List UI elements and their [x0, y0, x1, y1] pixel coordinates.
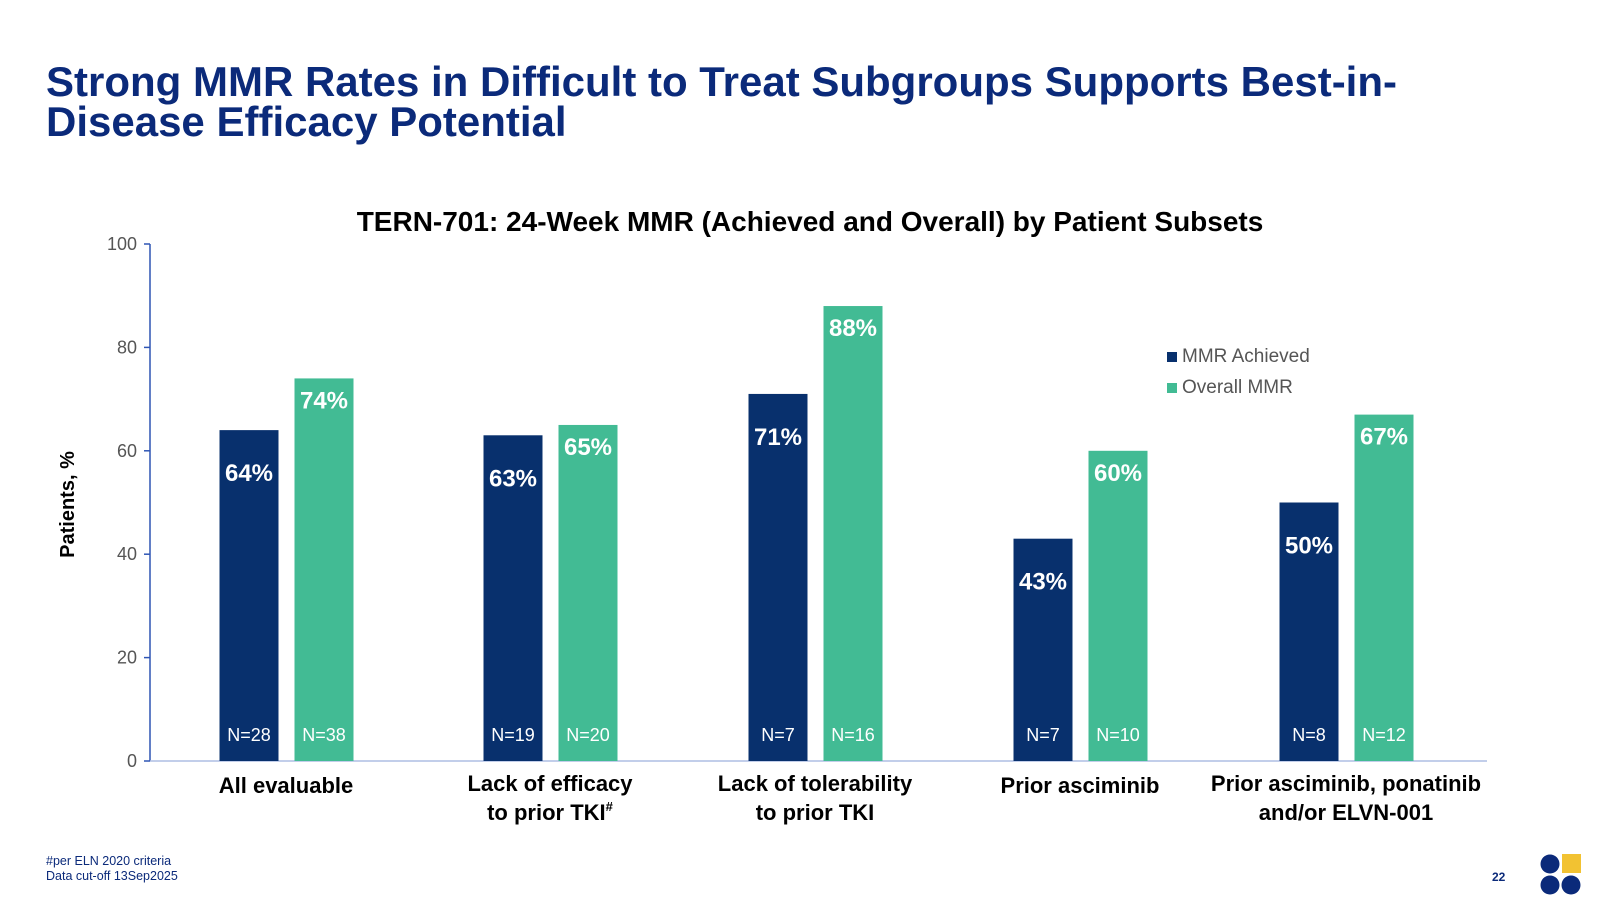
footnote-data-cutoff: Data cut-off 13Sep2025 [46, 869, 178, 883]
bar-overall-mmr [294, 378, 354, 761]
legend-swatch-mmr-achieved [1167, 352, 1177, 362]
bar-value-label: 71% [754, 424, 802, 451]
bar-n-label: N=8 [1292, 725, 1326, 745]
legend-swatch-overall-mmr [1167, 383, 1177, 393]
bar-overall-mmr [1088, 450, 1148, 761]
bar-n-label: N=19 [491, 725, 535, 745]
bar-overall-mmr [823, 306, 883, 761]
y-tick-label: 40 [117, 544, 137, 564]
bar-n-label: N=28 [227, 725, 271, 745]
bar-n-label: N=20 [566, 725, 610, 745]
bar-n-label: N=7 [1026, 725, 1060, 745]
bar-mmr-achieved [219, 430, 279, 761]
x-category-label-line: Lack of efficacy [467, 771, 633, 796]
legend-label-mmr-achieved: MMR Achieved [1182, 346, 1310, 367]
x-category-label: Lack of efficacy to prior TKI# [467, 771, 633, 825]
x-category-label-line: Lack of tolerability [718, 771, 913, 796]
bar-mmr-achieved [748, 393, 808, 761]
y-axis-label: Patients, % [57, 451, 79, 558]
bar-mmr-achieved [1279, 502, 1339, 761]
x-category-label-line: Prior asciminib [1001, 773, 1160, 798]
y-tick-label: 80 [117, 337, 137, 357]
slide-title-line-1: Strong MMR Rates in Difficult to Treat S… [46, 58, 1397, 105]
bar-value-label: 64% [225, 460, 273, 487]
slide-title-line-2: Disease Efficacy Potential [46, 98, 567, 145]
y-tick-label: 0 [127, 751, 137, 771]
logo-gold-square [1562, 854, 1581, 873]
x-category-label: All evaluable [219, 773, 354, 798]
page-number: 22 [1492, 870, 1506, 884]
x-category-label-line: to prior TKI [756, 800, 875, 825]
company-logo [1540, 854, 1581, 895]
x-category-label-line: and/or ELVN-001 [1259, 800, 1433, 825]
bar-mmr-achieved [483, 435, 543, 761]
logo-blue-circle-bottom-right [1561, 875, 1581, 895]
logo-blue-circle-top [1540, 854, 1560, 874]
bar-n-label: N=10 [1096, 725, 1140, 745]
bar-n-label: N=38 [302, 725, 346, 745]
legend-label-overall-mmr: Overall MMR [1182, 377, 1293, 398]
bar-overall-mmr [558, 424, 618, 761]
footnotes: #per ELN 2020 criteria Data cut-off 13Se… [46, 854, 178, 884]
bar-n-label: N=12 [1362, 725, 1406, 745]
x-category-label: Prior asciminib, ponatinib and/or ELVN-00… [1211, 771, 1481, 825]
chart-title: TERN-701: 24-Week MMR (Achieved and Over… [357, 206, 1264, 237]
bar-n-label: N=7 [761, 725, 795, 745]
x-category-label-line: to prior TKI [487, 800, 606, 825]
logo-blue-circle-bottom-left [1540, 875, 1560, 895]
y-tick-label: 100 [107, 234, 137, 254]
bar-value-label: 43% [1019, 569, 1067, 596]
x-category-label-line: All evaluable [219, 773, 354, 798]
bar-mmr-achieved [1013, 538, 1073, 761]
bar-value-label: 88% [829, 315, 877, 342]
x-category-label: Prior asciminib [1001, 773, 1160, 798]
bar-value-label: 74% [300, 387, 348, 414]
bar-value-label: 63% [489, 465, 537, 492]
x-category-label: Lack of tolerability to prior TKI [718, 771, 913, 825]
x-category-label-line: Prior asciminib, ponatinib [1211, 771, 1481, 796]
bar-overall-mmr [1354, 414, 1414, 761]
footnote-criteria: #per ELN 2020 criteria [46, 854, 172, 868]
x-category-superscript: # [606, 799, 614, 814]
bar-value-label: 67% [1360, 424, 1408, 451]
bar-value-label: 60% [1094, 460, 1142, 487]
bar-n-label: N=16 [831, 725, 875, 745]
y-tick-label: 60 [117, 441, 137, 461]
bar-value-label: 50% [1285, 533, 1333, 560]
bar-value-label: 65% [564, 434, 612, 461]
slide-title: Strong MMR Rates in Difficult to Treat S… [46, 58, 1526, 145]
y-tick-label: 20 [117, 648, 137, 668]
